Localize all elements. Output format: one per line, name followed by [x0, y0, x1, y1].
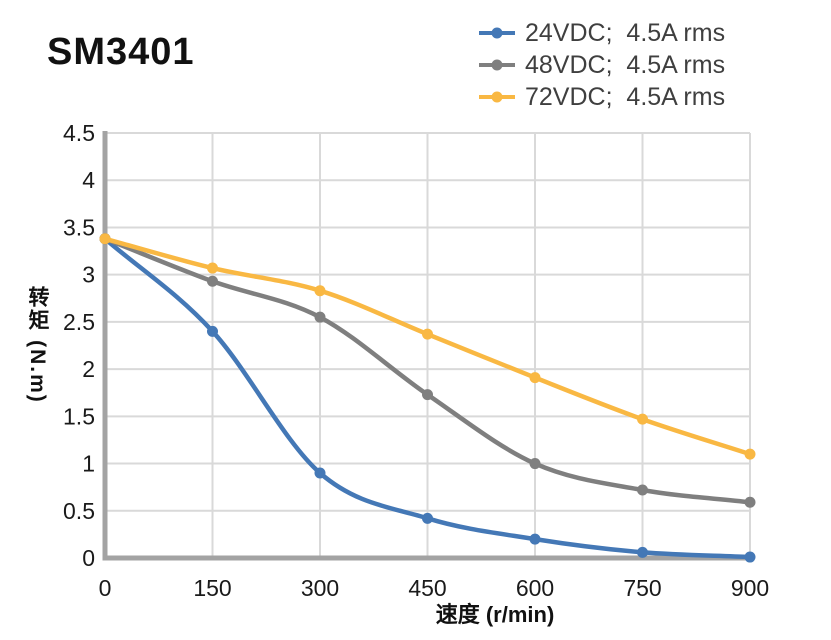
data-point-marker	[744, 448, 756, 460]
y-tick-label: 2.5	[63, 309, 95, 335]
y-tick-label: 4.5	[63, 120, 95, 146]
legend-label-48vdc: 48VDC; 4.5A rms	[525, 50, 726, 79]
y-tick-label: 4	[82, 167, 95, 193]
chart-title: SM3401	[47, 31, 195, 73]
data-point-marker	[99, 233, 111, 245]
data-point-marker	[529, 533, 541, 545]
line-dot-marker-icon	[479, 91, 515, 103]
y-tick-label: 0.5	[63, 498, 95, 524]
data-point-marker	[744, 551, 756, 563]
line-dot-marker-icon	[479, 27, 515, 39]
data-point-marker	[422, 389, 433, 401]
y-tick-label: 3	[82, 262, 95, 288]
x-tick-label: 600	[516, 575, 554, 601]
legend-item-72vdc: 72VDC; 4.5A rms	[478, 81, 725, 113]
legend-label-24vdc: 24VDC; 4.5A rms	[525, 18, 726, 47]
legend: 24VDC; 4.5A rms 48VDC; 4.5A rms 72VDC; 4…	[478, 17, 725, 113]
x-axis-label: 速度 (r/min)	[435, 602, 555, 627]
data-point-marker	[529, 372, 541, 384]
legend-item-24vdc: 24VDC; 4.5A rms	[478, 17, 725, 49]
y-tick-label: 3.5	[63, 214, 95, 240]
line-dot-marker-icon	[479, 59, 515, 71]
data-point-marker	[637, 484, 648, 496]
data-point-marker	[744, 496, 756, 508]
data-point-marker	[314, 311, 326, 323]
y-tick-label: 1	[82, 451, 95, 477]
y-axis-label: 转矩 (N.m)	[26, 286, 49, 404]
x-tick-label: 450	[408, 575, 446, 601]
x-tick-label: 0	[99, 575, 112, 601]
data-point-marker	[314, 467, 326, 479]
y-tick-label: 0	[82, 545, 95, 571]
data-point-marker	[529, 458, 541, 470]
data-point-marker	[207, 262, 218, 274]
data-point-marker	[207, 325, 218, 337]
y-tick-label: 1.5	[63, 403, 95, 429]
data-point-marker	[422, 328, 433, 340]
legend-item-48vdc: 48VDC; 4.5A rms	[478, 49, 725, 81]
x-tick-label: 900	[731, 575, 769, 601]
data-point-marker	[637, 413, 648, 425]
legend-label-72vdc: 72VDC; 4.5A rms	[525, 82, 726, 111]
data-point-marker	[637, 546, 648, 558]
x-tick-label: 750	[623, 575, 661, 601]
data-point-marker	[422, 512, 433, 524]
x-tick-label: 300	[301, 575, 339, 601]
y-tick-label: 2	[82, 356, 95, 382]
data-point-marker	[314, 285, 326, 297]
data-point-marker	[207, 275, 218, 287]
x-tick-label: 150	[193, 575, 231, 601]
